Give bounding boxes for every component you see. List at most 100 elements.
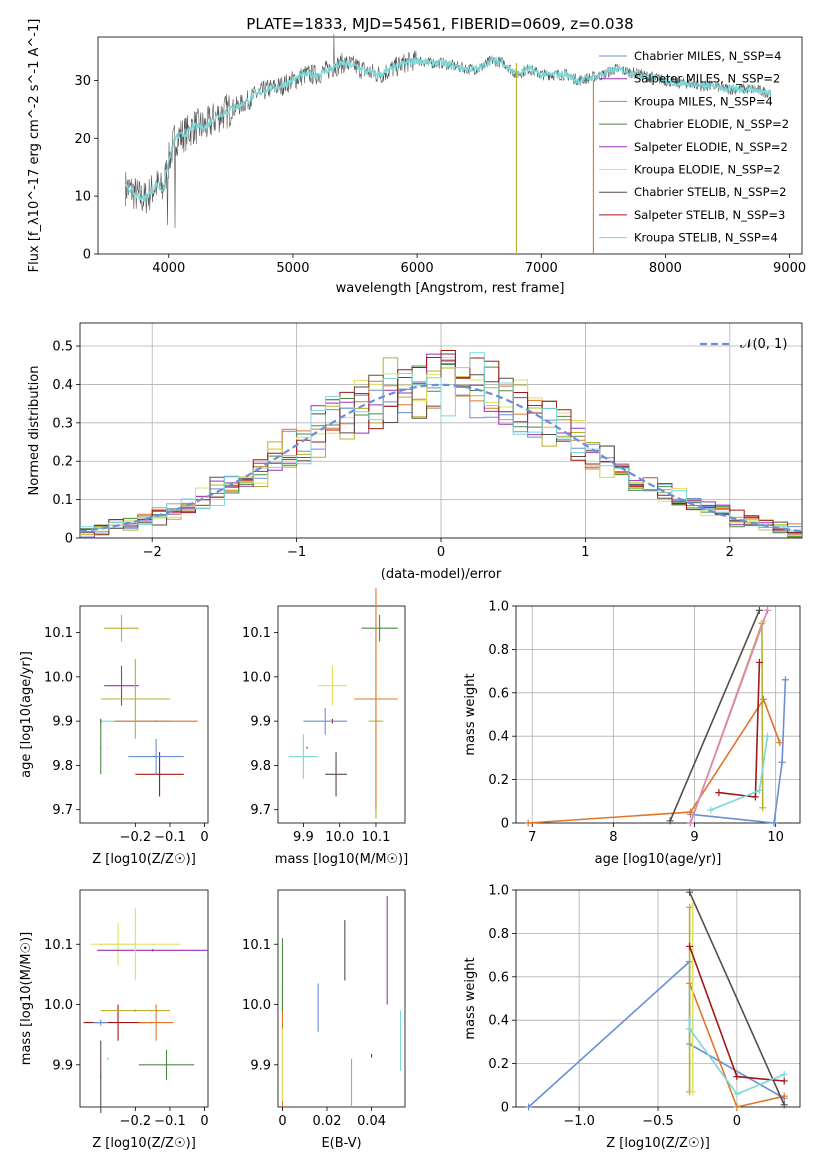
y-tick-label: 10.0: [242, 670, 271, 685]
mass-weight-marker: [686, 888, 694, 896]
error-bar-point: [135, 752, 184, 797]
mass-weight-line: [690, 679, 787, 824]
x-tick-label: 8000: [649, 261, 682, 276]
mw_vs_age-x-label: age [log10(age/yr)]: [595, 852, 722, 867]
mass-weight-marker: [780, 1101, 788, 1109]
x-tick-label: 2: [726, 545, 734, 560]
mass-weight-marker: [733, 1103, 741, 1111]
mass-weight-marker: [686, 808, 694, 816]
x-tick-label: −1.0: [563, 1114, 595, 1129]
spectrum-model-line: [124, 55, 772, 202]
y-tick-label: 0.1: [52, 493, 73, 508]
mass_vs_ebv-frame: [277, 889, 406, 1108]
mass-weight-marker: [776, 739, 784, 747]
y-tick-label: 0: [501, 817, 509, 832]
x-tick-label: 9000: [773, 261, 806, 276]
legend-label: Chabrier ELODIE, N_SSP=2: [634, 117, 789, 131]
x-tick-label: −0.5: [642, 1114, 674, 1129]
legend-label: Chabrier STELIB, N_SSP=2: [634, 185, 786, 199]
y-tick-label: 0: [65, 532, 73, 547]
mass_vs_Z-x-label: Z [log10(Z/Z☉)]: [92, 1136, 196, 1151]
mass_vs_Z-frame: [79, 889, 209, 1108]
mass-weight-marker: [780, 1092, 788, 1100]
mass_vs_Z-y-label: mass [log10(M/M☉)]: [19, 932, 34, 1065]
x-tick-label: −0.2: [120, 1114, 152, 1129]
y-tick-label: 9.9: [52, 1058, 73, 1073]
error-bar-point: [106, 1057, 109, 1060]
error-bar-point: [100, 659, 170, 739]
figure-title: PLATE=1833, MJD=54561, FIBERID=0609, z=0…: [246, 15, 633, 33]
mw_vs_Z-axes: −1.0 −0.5 0 0 0.2 0.4 0.6 0.8 1.0: [488, 884, 801, 1129]
mass-weight-line: [528, 959, 785, 1108]
y-tick-label: 10.0: [44, 670, 73, 685]
mw_vs_Z-y-label: mass weight: [463, 957, 478, 1039]
error-bar-point: [107, 747, 109, 749]
x-tick-label: 5000: [276, 261, 309, 276]
age_vs_Z-axes: −0.2 −0.1 0 9.7 9.8 9.9 10.0 10.1: [44, 605, 209, 845]
mass-weight-marker: [778, 758, 786, 766]
mass-weight-marker: [759, 804, 767, 812]
legend-label: Kroupa STELIB, N_SSP=4: [634, 231, 778, 245]
y-tick-label: 10.1: [44, 938, 73, 953]
mass-weight-marker: [686, 1016, 694, 1024]
y-tick-label: 9.9: [52, 715, 73, 730]
y-tick-label: 1.0: [488, 600, 509, 615]
mw_vs_Z-series: [525, 888, 788, 1111]
y-tick-label: 10.1: [242, 938, 271, 953]
mass_vs_Z-axes: −0.2 −0.1 0 9.9 10.0 10.1: [44, 889, 209, 1129]
error-bar-point: [100, 1040, 102, 1114]
mass-weight-line: [528, 697, 781, 824]
residuals-axes: −2 −1 0 1 2 0 0.1 0.2 0.3 0.4 0.5: [52, 322, 803, 560]
error-bar-point: [317, 665, 347, 706]
y-tick-label: 10.0: [44, 998, 73, 1013]
y-tick-label: 0: [83, 248, 91, 263]
residuals-x-label: (data-model)/error: [381, 567, 502, 582]
x-tick-label: 0: [733, 1114, 741, 1129]
spectrum-legend: Chabrier MILES, N_SSP=4 Salpeter MILES, N…: [599, 49, 789, 245]
x-tick-label: 8: [609, 830, 617, 845]
y-tick-label: 0.6: [488, 970, 509, 985]
error-bar-point: [90, 908, 181, 981]
age_vs_mass-axes: 9.9 10.0 10.1 9.7 9.8 9.9 10.0 10.1: [242, 605, 406, 845]
error-bar-point: [361, 614, 398, 642]
y-tick-label: 9.8: [250, 759, 271, 774]
mass-weight-marker: [525, 1103, 533, 1111]
mass-weight-marker: [524, 819, 532, 827]
mw_vs_age-y-label: mass weight: [463, 673, 478, 755]
x-tick-label: 9: [690, 830, 698, 845]
y-tick-label: 9.9: [250, 715, 271, 730]
age_vs_Z-frame: [79, 605, 209, 824]
mass-weight-marker: [666, 817, 674, 825]
x-tick-label: 0: [437, 545, 445, 560]
mass_vs_ebv-points: [281, 896, 402, 1107]
mass-weight-marker: [751, 793, 759, 801]
y-tick-label: 9.8: [52, 759, 73, 774]
mw_vs_age-series: [524, 606, 789, 827]
legend-label: Salpeter ELODIE, N_SSP=2: [634, 140, 788, 154]
x-tick-label: −1: [287, 545, 306, 560]
age_vs_mass-frame: [277, 605, 406, 824]
x-tick-label: 10.0: [325, 830, 354, 845]
legend-label: Salpeter STELIB, N_SSP=3: [634, 208, 785, 222]
x-tick-label: 6000: [401, 261, 434, 276]
y-tick-label: 10.1: [242, 626, 271, 641]
mass-weight-marker: [780, 1070, 788, 1078]
age_vs_mass-x-label: mass [log10(M/M☉)]: [275, 852, 408, 867]
mass-weight-line: [710, 736, 769, 811]
spectrum-y-label: Flux [f_λ10^-17 erg cm^-2 s^-1 A^-1]: [27, 19, 42, 273]
mass-weight-line: [689, 610, 769, 824]
error-bar-point: [104, 665, 139, 706]
mass-weight-marker: [780, 1077, 788, 1085]
spectrum-x-label: wavelength [Angstrom, rest frame]: [336, 281, 565, 296]
error-bar-point: [100, 1009, 170, 1012]
mass-weight-line: [669, 609, 761, 822]
mass_vs_ebv-x-label: E(B-V): [321, 1136, 361, 1151]
x-tick-label: 0: [200, 830, 208, 845]
x-tick-label: 9.9: [293, 830, 314, 845]
x-tick-label: −0.2: [120, 830, 152, 845]
error-bar-point: [288, 734, 318, 779]
mass-weight-marker: [764, 606, 772, 614]
mw_vs_age-frame: [515, 605, 801, 824]
x-tick-label: 7: [528, 830, 536, 845]
error-bar-point: [114, 720, 198, 723]
